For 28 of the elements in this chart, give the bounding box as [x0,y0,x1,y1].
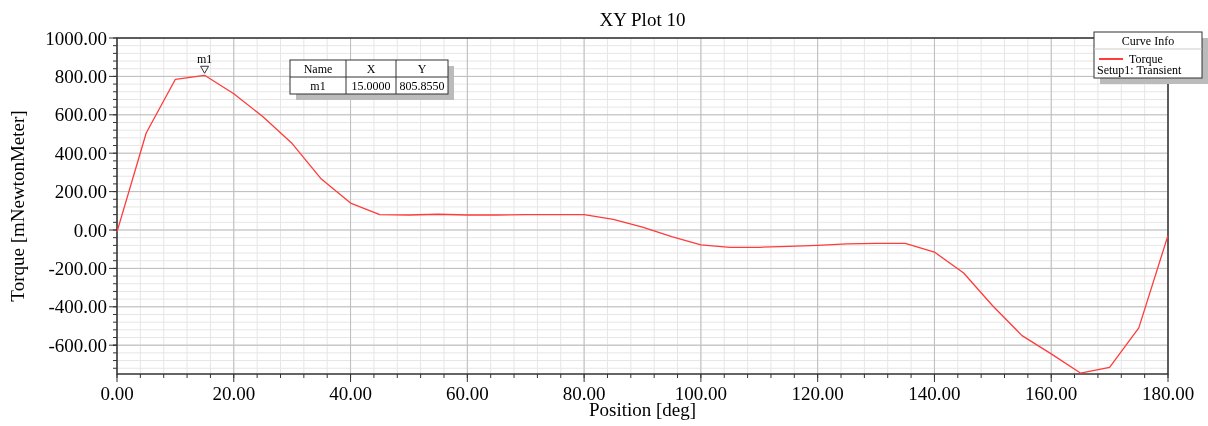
y-axis-title: Torque [mNewtonMeter] [7,110,28,302]
x-tick-label: 0.00 [100,383,134,404]
y-tick-label: 1000.00 [45,27,107,49]
x-tick-label: 40.00 [329,383,372,404]
x-tick-label: 160.00 [1025,383,1078,404]
annotation: m1 [196,52,213,67]
y-tick-label: -600.00 [48,334,107,356]
annotation: 805.8550 [399,79,445,93]
annotation: Name [303,62,333,76]
x-tick-label: 60.00 [445,383,489,404]
annotation: 15.0000 [351,79,391,93]
annotation: m1 [310,79,326,93]
legend-label: Torque [1129,52,1163,66]
x-tick-label: 180.00 [1141,383,1195,404]
x-tick-label: 140.00 [908,383,961,404]
y-tick-label: 200.00 [54,181,107,203]
x-tick-label: 20.00 [212,383,256,404]
annotation: Y [417,62,427,76]
y-tick-label: -400.00 [48,296,107,318]
y-tick-label: 400.00 [54,142,107,164]
y-tick-label: 800.00 [54,66,107,88]
chart-title: XY Plot 10 [599,9,686,30]
x-tick-label: 120.00 [791,383,844,404]
y-tick-label: 600.00 [54,104,107,126]
legend-title: Curve Info [1121,34,1175,48]
y-tick-label: 0.00 [73,219,107,241]
annotation: X [366,62,376,76]
y-tick-label: -200.00 [48,258,107,280]
